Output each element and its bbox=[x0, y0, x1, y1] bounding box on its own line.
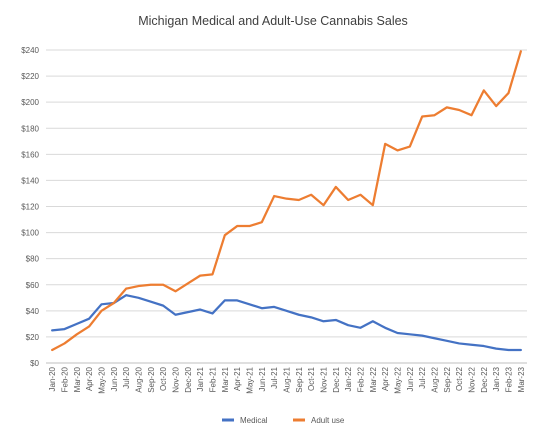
x-tick-label: Jun-22 bbox=[406, 366, 415, 391]
x-tick-label: Nov-21 bbox=[320, 366, 329, 392]
x-tick-label: Oct-21 bbox=[307, 366, 316, 391]
gridlines bbox=[46, 49, 527, 364]
y-tick-label: $180 bbox=[21, 124, 39, 133]
series-line bbox=[51, 294, 522, 352]
series-medical bbox=[51, 294, 522, 352]
x-tick-label: Sep-21 bbox=[295, 366, 304, 392]
x-axis-ticks: Jan-20 Feb-20 Mar-20 Apr-20 May-20 Jun-20 Jul-… bbox=[48, 366, 526, 393]
x-tick-label: Feb-23 bbox=[505, 366, 514, 392]
x-tick-label: Sep-20 bbox=[147, 366, 156, 392]
x-tick-label: Dec-20 bbox=[184, 366, 193, 392]
legend: Medical Adult use bbox=[222, 416, 345, 425]
x-tick-label: Jul-20 bbox=[122, 366, 131, 388]
legend-label: Medical bbox=[240, 416, 268, 425]
x-tick-label: May-21 bbox=[246, 366, 255, 393]
series-lines bbox=[51, 50, 522, 352]
x-tick-label: Jan-20 bbox=[48, 366, 57, 391]
y-tick-label: $120 bbox=[21, 203, 39, 212]
x-tick-label: Apr-22 bbox=[381, 366, 390, 391]
x-tick-label: Aug-21 bbox=[283, 366, 292, 392]
x-tick-label: Jun-20 bbox=[110, 366, 119, 391]
x-tick-label: Mar-23 bbox=[517, 366, 526, 392]
y-tick-label: $220 bbox=[21, 72, 39, 81]
x-tick-label: Apr-21 bbox=[233, 366, 242, 391]
y-tick-label: $0 bbox=[30, 359, 39, 368]
x-tick-label: Nov-22 bbox=[468, 366, 477, 392]
x-tick-label: Jul-22 bbox=[418, 366, 427, 388]
x-tick-label: May-20 bbox=[98, 366, 107, 393]
legend-label: Adult use bbox=[311, 416, 345, 425]
y-tick-label: $200 bbox=[21, 98, 39, 107]
x-tick-label: Oct-20 bbox=[159, 366, 168, 391]
y-axis-ticks: $0 $20 $40 $60 $80 $100 $120 $140 $160 $180 $200 $2… bbox=[21, 46, 39, 368]
y-tick-label: $140 bbox=[21, 176, 39, 185]
x-tick-label: Feb-20 bbox=[61, 366, 70, 392]
x-tick-label: Oct-22 bbox=[455, 366, 464, 391]
x-tick-label: Aug-20 bbox=[135, 366, 144, 392]
x-tick-label: Feb-21 bbox=[209, 366, 218, 392]
x-tick-label: Feb-22 bbox=[357, 366, 366, 392]
y-tick-label: $80 bbox=[26, 255, 40, 264]
x-tick-label: Jan-22 bbox=[344, 366, 353, 391]
x-tick-label: Jan-21 bbox=[196, 366, 205, 391]
y-tick-label: $240 bbox=[21, 46, 39, 55]
y-tick-label: $160 bbox=[21, 150, 39, 159]
x-tick-label: Apr-20 bbox=[85, 366, 94, 391]
series-line bbox=[51, 50, 522, 352]
chart-title: Michigan Medical and Adult-Use Cannabis … bbox=[138, 14, 408, 28]
x-tick-label: Dec-21 bbox=[332, 366, 341, 392]
x-tick-label: Mar-22 bbox=[369, 366, 378, 392]
series-adult-use bbox=[51, 50, 522, 352]
x-tick-label: Aug-22 bbox=[431, 366, 440, 392]
x-tick-label: Mar-20 bbox=[73, 366, 82, 392]
y-tick-label: $40 bbox=[26, 307, 40, 316]
x-tick-label: Jun-21 bbox=[258, 366, 267, 391]
x-tick-label: Jan-23 bbox=[492, 366, 501, 391]
x-tick-label: Nov-20 bbox=[172, 366, 181, 392]
x-tick-label: Mar-21 bbox=[221, 366, 230, 392]
x-tick-label: Dec-22 bbox=[480, 366, 489, 392]
x-tick-label: Jul-21 bbox=[270, 366, 279, 388]
x-tick-label: Sep-22 bbox=[443, 366, 452, 392]
y-tick-label: $20 bbox=[26, 333, 40, 342]
y-tick-label: $100 bbox=[21, 229, 39, 238]
y-tick-label: $60 bbox=[26, 281, 40, 290]
x-tick-label: May-22 bbox=[394, 366, 403, 393]
